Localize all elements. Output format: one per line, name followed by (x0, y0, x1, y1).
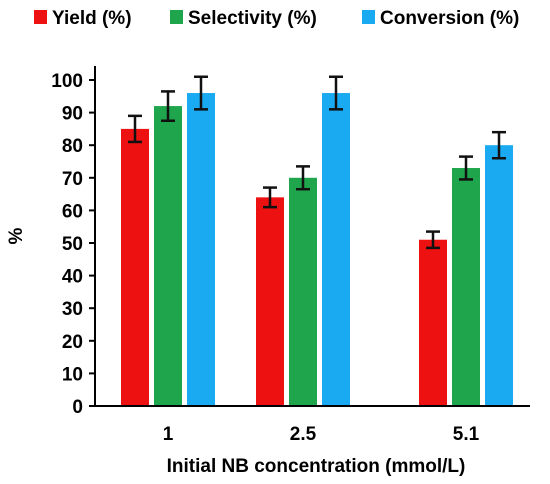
y-tick-label: 70 (62, 169, 83, 190)
bar-yield-5_1 (419, 239, 447, 406)
y-tick-label: 20 (62, 332, 83, 353)
y-tick-label: 80 (62, 136, 83, 157)
legend-label: Selectivity (%) (188, 8, 317, 29)
legend-label: Conversion (%) (380, 8, 519, 29)
y-tick-label: 40 (62, 267, 83, 288)
legend-swatch (34, 10, 47, 24)
error-bar (459, 155, 473, 181)
legend-swatch (170, 10, 183, 24)
error-bar (263, 186, 277, 209)
y-tick-label: 100 (51, 71, 83, 92)
bar-yield-2_5 (256, 197, 284, 406)
legend-entry: Conversion (%) (362, 8, 519, 29)
error-bar (426, 230, 440, 250)
legend: Yield (%) Selectivity (%) Conversion (%) (34, 8, 519, 29)
bar-conversion-2_5 (322, 93, 350, 406)
x-ticks-group: 1 2.5 5.1 (163, 424, 480, 445)
y-tick-label: 50 (62, 234, 83, 255)
x-tick-label: 1 (163, 424, 174, 445)
y-tick-label: 60 (62, 201, 83, 222)
error-bar (194, 75, 208, 111)
error-bar (128, 114, 142, 144)
bar-selectivity-5_1 (452, 168, 480, 406)
bar-yield-1 (121, 128, 149, 406)
legend-entry: Yield (%) (34, 8, 132, 29)
bars-group (121, 93, 513, 406)
error-bar (329, 75, 343, 111)
legend-entry: Selectivity (%) (170, 8, 317, 29)
y-tick-label: 10 (62, 364, 83, 385)
bar-selectivity-1 (154, 106, 182, 406)
axes-group (94, 66, 530, 407)
error-bar (161, 90, 175, 122)
bar-selectivity-2_5 (289, 177, 317, 406)
y-tick-label: 90 (62, 104, 83, 125)
error-bars-group (128, 75, 506, 250)
legend-swatch (362, 10, 375, 24)
x-axis-title: Initial NB concentration (mmol/L) (167, 456, 466, 477)
x-tick-label: 5.1 (453, 424, 480, 445)
y-tick-label: 0 (72, 397, 83, 418)
y-axis-title: % (6, 227, 27, 244)
error-bar (492, 130, 506, 160)
y-tick-label: 30 (62, 299, 83, 320)
error-bar (296, 165, 310, 191)
bar-conversion-5_1 (485, 145, 513, 406)
y-ticks-group: 0 10 20 30 40 50 60 70 80 90 100 (51, 71, 95, 418)
bar-conversion-1 (187, 93, 215, 406)
legend-label: Yield (%) (52, 8, 132, 29)
x-tick-label: 2.5 (290, 424, 317, 445)
